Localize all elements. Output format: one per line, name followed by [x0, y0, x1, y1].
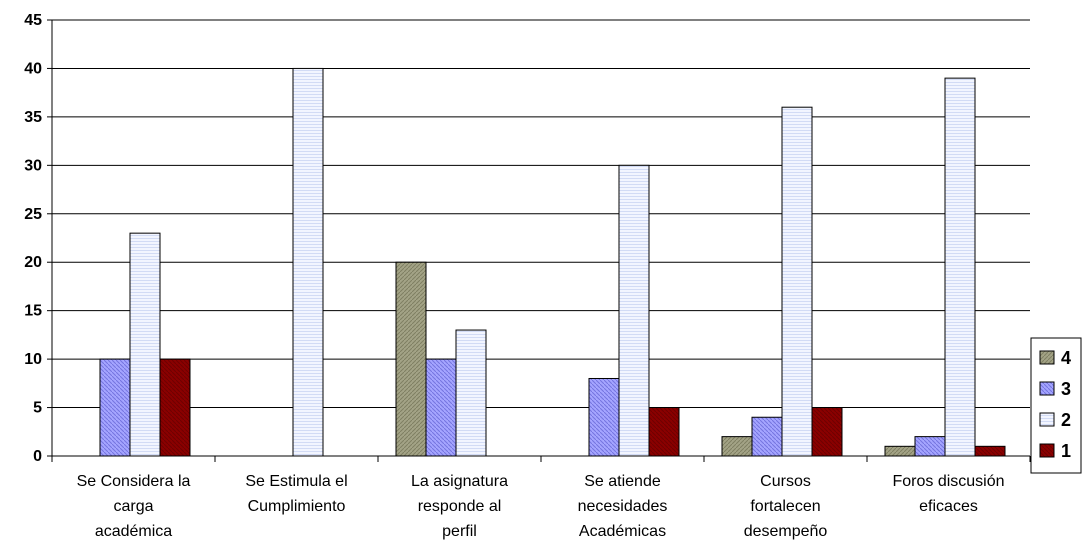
bar-series-1-cat-4: [648, 407, 680, 457]
bars: [99, 67, 1006, 457]
x-category-label-line: Cumplimiento: [248, 498, 346, 515]
y-tick-label: 5: [33, 400, 42, 417]
x-category-label-line: necesidades: [578, 498, 668, 515]
bar-series-2-cat-1: [129, 232, 161, 457]
x-category-label: Se Considera la carga académica: [77, 473, 191, 540]
x-category-label-line: eficaces: [919, 498, 978, 515]
x-category-label-line: perfil: [442, 523, 477, 540]
bar-series-3-cat-6: [914, 436, 946, 457]
legend-swatch-3: [1039, 381, 1055, 396]
x-category-labels: Se Considera la carga académica Se Estimula…: [77, 473, 1005, 540]
bar-series-4-cat-6: [884, 445, 916, 457]
bar-series-1-cat-5: [811, 407, 843, 457]
x-category-label-line: responde al: [418, 498, 502, 515]
gridlines: [52, 19, 1030, 409]
y-tick-label: 0: [33, 448, 42, 465]
x-category-label-line: fortalecen: [750, 498, 820, 515]
bar-series-2-cat-4: [618, 164, 650, 457]
y-tick-labels: 0 5 10 15 20 25 30 35 40 45: [24, 12, 42, 465]
bar-series-4-cat-3: [395, 261, 427, 457]
y-tick-label: 15: [24, 303, 42, 320]
x-category-label: Foros discusión eficaces: [892, 473, 1004, 515]
x-category-label-line: Se Estimula el: [245, 473, 347, 490]
bar-series-3-cat-1: [99, 358, 131, 457]
legend-label-4: 4: [1061, 348, 1071, 368]
x-category-label-line: Se atiende: [584, 473, 661, 490]
legend-label-2: 2: [1061, 410, 1071, 430]
x-category-label: Se Estimula el Cumplimiento: [245, 473, 347, 515]
x-category-label-line: carga: [113, 498, 153, 515]
x-category-label: Cursos fortalecen desempeño: [744, 473, 828, 540]
y-tick-label: 30: [24, 157, 42, 174]
y-tick-label: 35: [24, 109, 42, 126]
x-category-label-line: Cursos: [760, 473, 811, 490]
x-category-label-line: desempeño: [744, 523, 828, 540]
legend: 4 3 2 1: [1030, 337, 1082, 474]
legend-swatch-4: [1039, 350, 1055, 365]
bar-series-3-cat-3: [425, 358, 457, 457]
bar-series-2-cat-5: [781, 106, 813, 457]
y-tick-label: 25: [24, 206, 42, 223]
bar-series-2-cat-6: [944, 77, 976, 457]
legend-label-3: 3: [1061, 379, 1071, 399]
axes: [47, 19, 1031, 462]
x-category-label: Se atiende necesidades Académicas: [578, 473, 668, 540]
legend-swatch-1: [1039, 443, 1055, 458]
y-tick-label: 45: [24, 12, 42, 29]
x-category-label-line: Académicas: [579, 523, 666, 540]
x-category-label-line: académica: [95, 523, 172, 540]
x-category-label: La asignatura responde al perfil: [411, 473, 508, 540]
bar-series-1-cat-1: [159, 358, 191, 457]
y-tick-label: 40: [24, 60, 42, 77]
legend-label-1: 1: [1061, 441, 1071, 461]
legend-box: [1030, 337, 1082, 474]
y-tick-label: 10: [24, 351, 42, 368]
bar-series-2-cat-2: [292, 67, 324, 457]
bar-series-2-cat-3: [455, 329, 487, 457]
bar-series-3-cat-5: [751, 416, 783, 457]
bar-series-1-cat-6: [974, 445, 1006, 457]
y-tick-label: 20: [24, 254, 42, 271]
bar-series-4-cat-5: [721, 436, 753, 457]
bar-series-3-cat-4: [588, 377, 620, 457]
x-category-label-line: La asignatura: [411, 473, 508, 490]
x-category-label-line: Se Considera la: [77, 473, 191, 490]
x-category-label-line: Foros discusión: [892, 473, 1004, 490]
legend-swatch-2: [1039, 412, 1055, 427]
